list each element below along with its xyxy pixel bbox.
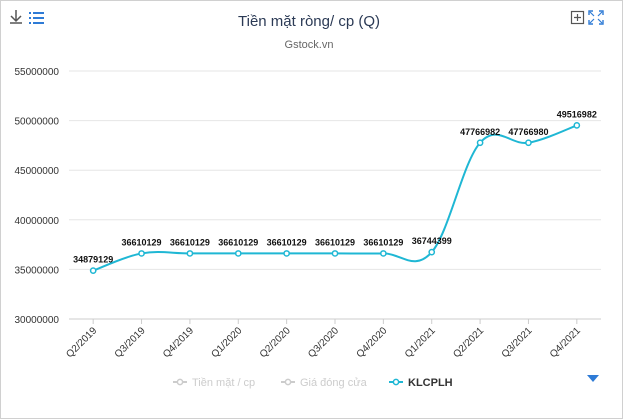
y-tick-label: 30000000 xyxy=(15,315,60,326)
data-point[interactable] xyxy=(380,250,387,257)
x-tick-label: Q2/2020 xyxy=(258,325,293,360)
data-point[interactable] xyxy=(89,267,97,274)
chart-subtitle: Gstock.vn xyxy=(285,39,334,51)
x-tick-label: Q2/2019 xyxy=(64,325,99,360)
hamburger-menu-icon[interactable] xyxy=(29,12,44,24)
legend-label: Tiền mặt / cp xyxy=(192,377,255,389)
x-tick-label: Q3/2019 xyxy=(113,325,148,360)
data-point[interactable] xyxy=(186,250,194,257)
data-label: 36610129 xyxy=(218,237,258,247)
chart-title: Tiền mặt ròng/ cp (Q) xyxy=(238,13,380,30)
data-label: 47766982 xyxy=(460,127,500,137)
data-label: 36610129 xyxy=(363,237,403,247)
data-label: 36610129 xyxy=(315,237,355,247)
y-tick-label: 55000000 xyxy=(15,67,60,78)
x-tick-label: Q3/2021 xyxy=(500,325,535,360)
y-axis-ticks: 30000000 35000000 40000000 45000000 50000000… xyxy=(15,67,60,326)
y-tick-label: 40000000 xyxy=(15,216,60,227)
data-label: 49516982 xyxy=(557,109,597,119)
x-tick-label: Q4/2021 xyxy=(548,325,583,360)
legend-label: Giá đóng cửa xyxy=(300,377,368,389)
legend-marker xyxy=(176,378,184,386)
data-label: 34879129 xyxy=(73,255,113,265)
x-axis-ticks: Q2/2019 Q3/2019 Q4/2019 Q1/2020 Q2/2020 Q3/20… xyxy=(64,319,583,360)
series-layer xyxy=(89,122,581,274)
data-point[interactable] xyxy=(525,139,532,147)
legend-item[interactable]: Giá đóng cửa xyxy=(281,377,368,389)
download-icon[interactable] xyxy=(10,10,22,24)
legend[interactable]: Tiền mặt / cp Giá đóng cửa KLCPLH xyxy=(173,377,453,389)
x-tick-label: Q1/2020 xyxy=(209,325,244,360)
x-tick-label: Q4/2019 xyxy=(161,325,196,360)
x-tick-label: Q4/2020 xyxy=(355,325,390,360)
triangle-down-icon[interactable] xyxy=(587,375,599,382)
grid-lines xyxy=(69,70,601,320)
y-tick-label: 50000000 xyxy=(15,117,60,128)
data-point[interactable] xyxy=(283,250,290,257)
legend-item[interactable]: Tiền mặt / cp xyxy=(173,377,255,389)
data-label: 36610129 xyxy=(122,237,162,247)
y-tick-label: 35000000 xyxy=(15,265,60,276)
data-label: 47766980 xyxy=(508,127,548,137)
data-label: 36610129 xyxy=(267,237,307,247)
x-tick-label: Q2/2021 xyxy=(451,325,486,360)
data-point[interactable] xyxy=(476,139,484,147)
data-point[interactable] xyxy=(331,250,339,257)
data-point[interactable] xyxy=(428,248,436,256)
data-label: 36610129 xyxy=(170,237,210,247)
series-line-klcplh xyxy=(92,124,578,272)
data-labels: 34879129 36610129 36610129 36610129 36610129… xyxy=(73,109,597,264)
legend-marker xyxy=(284,378,292,386)
legend-marker xyxy=(392,378,400,386)
data-point[interactable] xyxy=(234,250,242,257)
y-tick-label: 45000000 xyxy=(15,166,60,177)
legend-item[interactable]: KLCPLH xyxy=(389,377,453,389)
data-label: 36744399 xyxy=(412,236,452,246)
x-tick-label: Q3/2020 xyxy=(306,325,341,360)
data-point[interactable] xyxy=(138,250,145,257)
add-box-icon[interactable] xyxy=(570,10,585,25)
data-point[interactable] xyxy=(573,122,581,129)
legend-label: KLCPLH xyxy=(408,377,453,389)
fullscreen-icon[interactable] xyxy=(588,10,604,25)
x-tick-label: Q1/2021 xyxy=(403,325,438,360)
